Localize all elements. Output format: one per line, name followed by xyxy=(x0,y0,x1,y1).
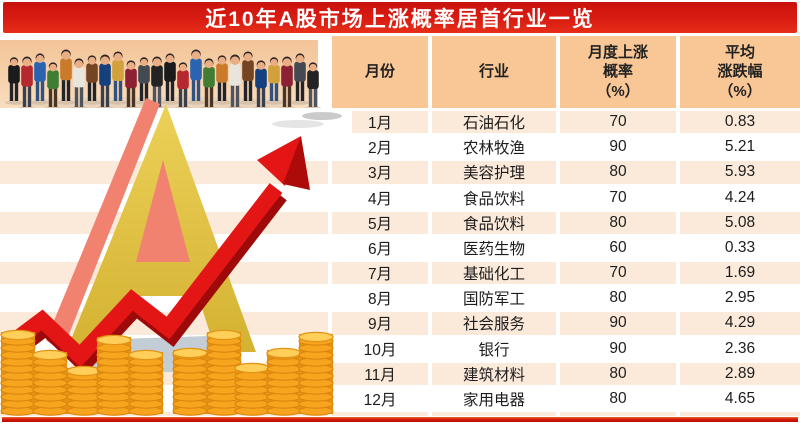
table-row: 1月 石油石化 70 0.83 xyxy=(0,111,800,134)
cell-probability: 80 xyxy=(560,387,676,411)
bottom-accent-bar xyxy=(2,417,798,422)
header-left-spacer xyxy=(0,36,328,108)
cell-avg-change: 5.08 xyxy=(680,211,800,234)
cell-avg-change: 2.95 xyxy=(680,287,800,310)
cell-month: 9月 xyxy=(332,312,428,335)
cell-industry: 国防军工 xyxy=(432,287,556,310)
row-left-spacer xyxy=(0,186,328,209)
header-probability: 月度上涨 概率 （%） xyxy=(560,36,676,108)
row-left-spacer xyxy=(0,387,328,411)
cell-month: 4月 xyxy=(332,186,428,209)
cell-probability: 90 xyxy=(560,136,676,159)
header-avg-change: 平均 涨跌幅 （%） xyxy=(680,36,800,108)
cell-industry: 食品饮料 xyxy=(432,211,556,234)
table-rows: 1月 石油石化 70 0.83 2月 农林牧渔 90 5.21 3月 美容护理 80 5.93 4月 食品… xyxy=(0,111,800,411)
cell-month: 10月 xyxy=(332,337,428,360)
table-row: 6月 医药生物 60 0.33 xyxy=(0,236,800,260)
row-left-spacer xyxy=(0,211,328,234)
cell-avg-change: 0.83 xyxy=(680,111,800,134)
cell-probability: 70 xyxy=(560,111,676,134)
row-left-spacer xyxy=(0,111,328,134)
table-row: 11月 建筑材料 80 2.89 xyxy=(0,362,800,385)
cell-avg-change: 4.65 xyxy=(680,387,800,411)
cell-month: 11月 xyxy=(332,362,428,385)
cell-avg-change: 5.93 xyxy=(680,161,800,184)
table-row: 8月 国防军工 80 2.95 xyxy=(0,287,800,310)
row-left-spacer xyxy=(0,362,328,385)
header-industry: 行业 xyxy=(432,36,556,108)
cell-month: 12月 xyxy=(332,387,428,411)
table-row: 12月 家用电器 80 4.65 xyxy=(0,387,800,411)
cell-industry: 农林牧渔 xyxy=(432,136,556,159)
cell-month: 8月 xyxy=(332,287,428,310)
cell-industry: 食品饮料 xyxy=(432,186,556,209)
cell-probability: 80 xyxy=(560,362,676,385)
cell-probability: 70 xyxy=(560,186,676,209)
cell-avg-change: 4.24 xyxy=(680,186,800,209)
row-left-spacer xyxy=(0,262,328,285)
cell-avg-change: 2.36 xyxy=(680,337,800,360)
cell-probability: 90 xyxy=(560,312,676,335)
table-row: 10月 银行 90 2.36 xyxy=(0,337,800,360)
cell-avg-change: 1.69 xyxy=(680,262,800,285)
cell-avg-change: 5.21 xyxy=(680,136,800,159)
cell-month: 1月 xyxy=(332,111,428,134)
cell-avg-change: 0.33 xyxy=(680,236,800,260)
cell-probability: 80 xyxy=(560,211,676,234)
cell-month: 7月 xyxy=(332,262,428,285)
bottom-sliver-row xyxy=(0,412,800,416)
cell-month: 6月 xyxy=(332,236,428,260)
table-row: 3月 美容护理 80 5.93 xyxy=(0,161,800,184)
table-row: 7月 基础化工 70 1.69 xyxy=(0,262,800,285)
table-row: 2月 农林牧渔 90 5.21 xyxy=(0,136,800,159)
cell-industry: 家用电器 xyxy=(432,387,556,411)
cell-avg-change: 4.29 xyxy=(680,312,800,335)
header-month: 月份 xyxy=(332,36,428,108)
page-title: 近10年A股市场上涨概率居首行业一览 xyxy=(205,7,595,31)
cell-avg-change: 2.89 xyxy=(680,362,800,385)
cell-industry: 基础化工 xyxy=(432,262,556,285)
cell-industry: 建筑材料 xyxy=(432,362,556,385)
cell-probability: 60 xyxy=(560,236,676,260)
table-header: 月份 行业 月度上涨 概率 （%） 平均 涨跌幅 （%） xyxy=(0,36,800,108)
table-row: 5月 食品饮料 80 5.08 xyxy=(0,211,800,234)
cell-industry: 医药生物 xyxy=(432,236,556,260)
table-row: 4月 食品饮料 70 4.24 xyxy=(0,186,800,209)
cell-probability: 70 xyxy=(560,262,676,285)
row-left-spacer xyxy=(0,161,328,184)
cell-industry: 社会服务 xyxy=(432,312,556,335)
row-left-spacer xyxy=(0,136,328,159)
cell-industry: 美容护理 xyxy=(432,161,556,184)
cell-industry: 石油石化 xyxy=(432,111,556,134)
title-banner: 近10年A股市场上涨概率居首行业一览 xyxy=(3,2,797,33)
row-left-spacer xyxy=(0,236,328,260)
row-left-spacer xyxy=(0,312,328,335)
cell-probability: 80 xyxy=(560,161,676,184)
cell-probability: 90 xyxy=(560,337,676,360)
cell-probability: 80 xyxy=(560,287,676,310)
cell-month: 2月 xyxy=(332,136,428,159)
row-left-spacer xyxy=(0,337,328,360)
row-left-spacer xyxy=(0,287,328,310)
cell-month: 5月 xyxy=(332,211,428,234)
cell-industry: 银行 xyxy=(432,337,556,360)
table-row: 9月 社会服务 90 4.29 xyxy=(0,312,800,335)
cell-month: 3月 xyxy=(332,161,428,184)
